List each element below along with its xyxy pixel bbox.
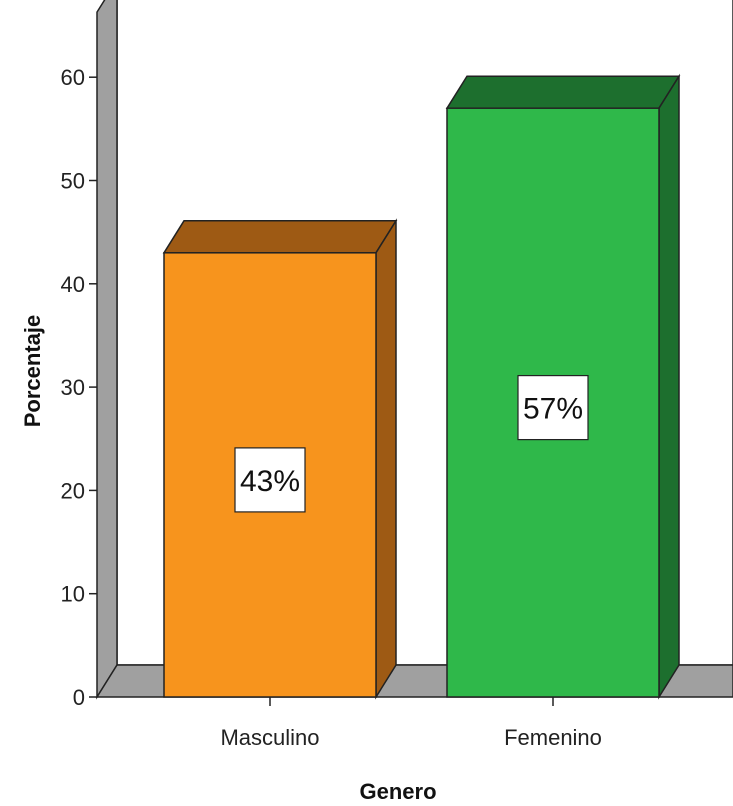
y-axis-ticks: 0 10 20 30 40 50 60 [61, 65, 97, 710]
y-tick-label: 20 [61, 478, 85, 503]
x-axis-categories: Masculino Femenino [220, 697, 602, 750]
y-tick-label: 0 [73, 685, 85, 710]
y-tick-label: 30 [61, 375, 85, 400]
y-tick-label: 50 [61, 169, 85, 194]
bar-side-face [375, 218, 397, 700]
y-tick-label: 10 [61, 582, 85, 607]
y-axis-title: Porcentaje [20, 315, 45, 428]
x-axis-title: Genero [359, 779, 436, 804]
y-tick-label: 40 [61, 272, 85, 297]
bar-femenino: 57% [445, 73, 681, 700]
bars: 43% 57% [162, 73, 681, 700]
data-label: 57% [523, 393, 583, 426]
data-label: 43% [240, 465, 300, 498]
y-tick-label: 60 [61, 65, 85, 90]
bar-top-face [445, 75, 681, 109]
data-label-box [234, 447, 306, 513]
data-label-box [517, 374, 589, 441]
x-category-label: Femenino [504, 725, 602, 750]
bar-top-face [162, 220, 398, 254]
side-wall [96, 0, 118, 700]
x-category-label: Masculino [220, 725, 319, 750]
bar-masculino: 43% [162, 218, 398, 700]
bar-side-face [658, 73, 680, 700]
